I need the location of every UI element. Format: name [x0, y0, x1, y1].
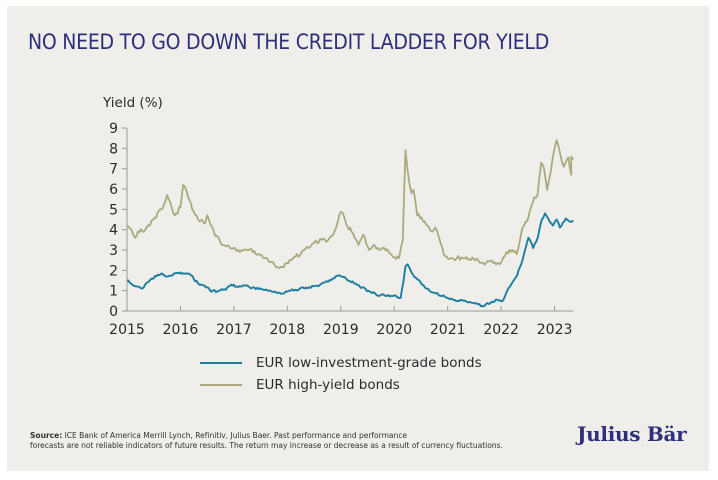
series-line-low-investment-grade: [126, 212, 574, 308]
x-tick-label: 2021: [430, 322, 466, 338]
x-tick-label: 2022: [483, 322, 519, 338]
y-tick-label: 6: [109, 182, 118, 198]
source-text-2: forecasts are not reliable indicators of…: [30, 441, 503, 450]
x-tick-label: 2017: [216, 322, 252, 338]
y-axis: 0 1 2 3 4 5 6 7 8 9: [109, 121, 128, 320]
y-tick-label: 4: [109, 223, 118, 239]
y-axis-label: Yield (%): [102, 95, 163, 111]
x-tick-label: 2016: [163, 322, 199, 338]
legend-label-low-investment-grade: EUR low-investment-grade bonds: [256, 355, 482, 371]
chart-panel: [7, 6, 709, 471]
x-tick-label: 2023: [537, 322, 573, 338]
legend-swatch-high-yield: [200, 384, 242, 386]
chart-title: NO NEED TO GO DOWN THE CREDIT LADDER FOR…: [28, 30, 550, 55]
y-tick-label: 3: [109, 243, 118, 259]
y-tick-label: 7: [109, 162, 118, 178]
series-line-high-yield: [126, 139, 575, 270]
julius-baer-logo: Julius Bär: [577, 422, 687, 446]
source-line-1: Source: ICE Bank of America Merrill Lync…: [30, 431, 550, 441]
x-tick-label: 2018: [270, 322, 306, 338]
y-tick-label: 5: [109, 202, 118, 218]
chart-legend: EUR low-investment-grade bonds EUR high-…: [200, 352, 482, 396]
x-tick-label: 2019: [323, 322, 359, 338]
legend-item-high-yield: EUR high-yield bonds: [200, 374, 482, 396]
source-label: Source:: [30, 431, 63, 440]
series-lines: [126, 139, 575, 308]
source-note: Source: ICE Bank of America Merrill Lync…: [30, 431, 550, 451]
legend-swatch-low-investment-grade: [200, 362, 242, 364]
y-tick-label: 0: [109, 304, 118, 320]
y-tick-label: 2: [109, 263, 118, 279]
y-tick-label: 8: [109, 141, 118, 157]
x-axis: 2015 2016 2017 2018 2019 2020 2021 2022 2023: [109, 306, 574, 338]
source-text-1: ICE Bank of America Merrill Lynch, Refin…: [64, 431, 408, 440]
y-tick-label: 9: [109, 121, 118, 137]
legend-label-high-yield: EUR high-yield bonds: [256, 377, 400, 393]
x-tick-label: 2015: [109, 322, 145, 338]
y-tick-label: 1: [109, 284, 118, 300]
x-tick-label: 2020: [376, 322, 412, 338]
legend-item-low-investment-grade: EUR low-investment-grade bonds: [200, 352, 482, 374]
